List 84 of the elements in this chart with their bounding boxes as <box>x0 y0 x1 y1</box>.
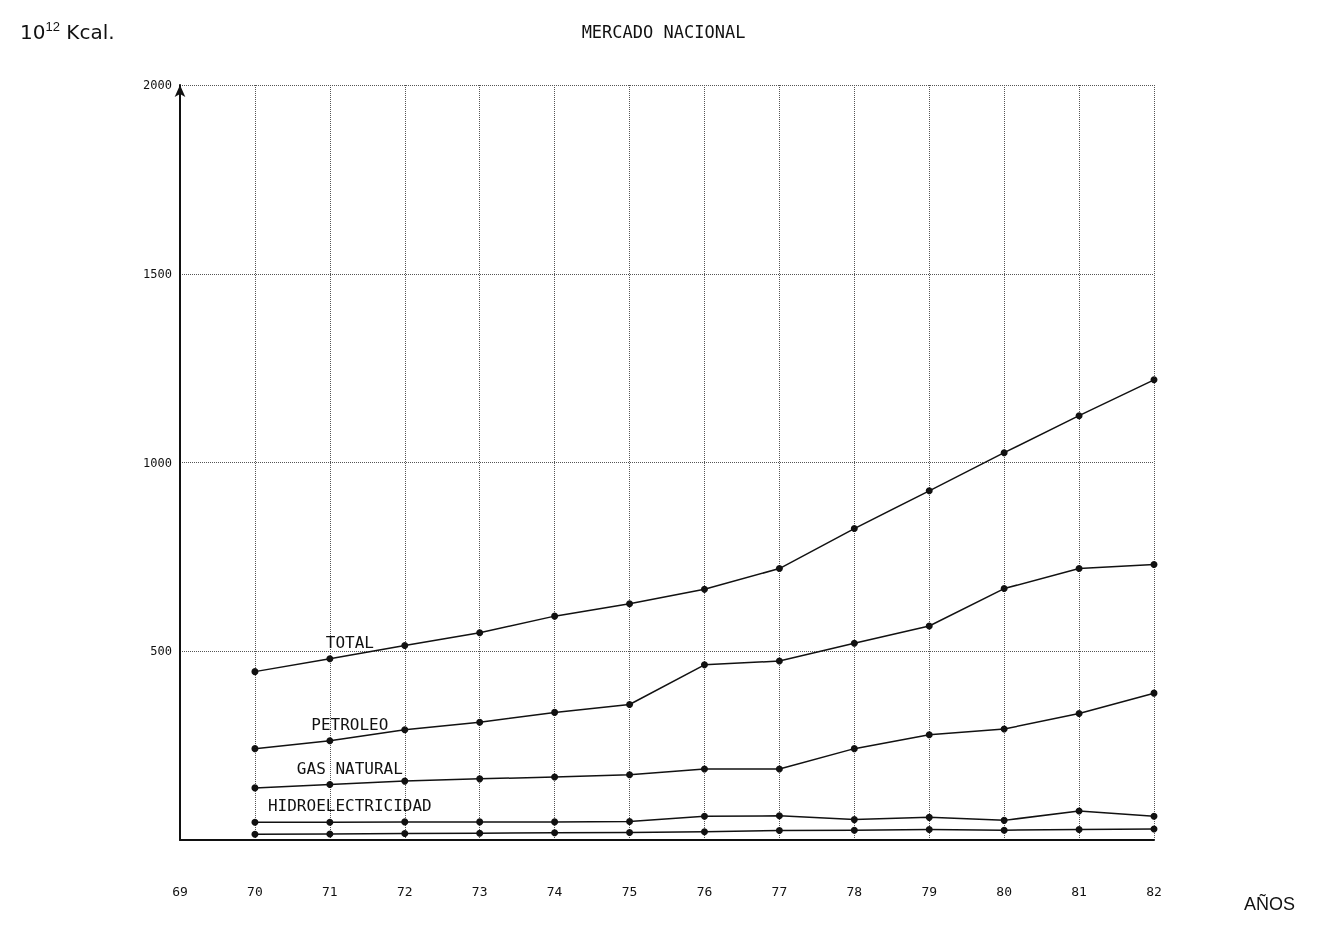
point <box>1075 825 1083 833</box>
series-label: PETROLEO <box>311 714 389 734</box>
point <box>251 818 259 826</box>
point <box>850 816 858 824</box>
point <box>775 565 783 573</box>
y-tick-label: 2000 <box>143 78 172 92</box>
point <box>775 765 783 773</box>
point <box>551 708 559 716</box>
x-tick-label: 73 <box>471 884 488 899</box>
x-tick-label: 75 <box>621 884 638 899</box>
point <box>925 731 933 739</box>
x-tick-label: 76 <box>696 884 713 899</box>
point <box>551 829 559 837</box>
point <box>476 629 484 637</box>
point <box>775 812 783 820</box>
point <box>251 668 259 676</box>
point <box>551 773 559 781</box>
point <box>700 765 708 773</box>
point <box>1000 449 1008 457</box>
point <box>326 818 334 826</box>
chart-title: MERCADO NACIONAL <box>581 21 746 42</box>
point <box>326 737 334 745</box>
point <box>476 775 484 783</box>
point <box>326 830 334 838</box>
point <box>1150 376 1158 384</box>
point <box>1150 560 1158 568</box>
point <box>401 830 409 838</box>
point <box>326 655 334 663</box>
point <box>850 745 858 753</box>
point <box>626 771 634 779</box>
point <box>251 830 259 838</box>
point <box>551 818 559 826</box>
x-tick-label: 71 <box>322 884 338 899</box>
point <box>476 829 484 837</box>
point <box>925 622 933 630</box>
point <box>401 777 409 785</box>
point <box>626 700 634 708</box>
series-label: HIDROELECTRICIDAD <box>267 796 432 816</box>
series-label: TOTAL <box>325 632 374 652</box>
point <box>775 827 783 835</box>
x-tick-label: 80 <box>996 884 1012 899</box>
point <box>1150 812 1158 820</box>
point <box>401 642 409 650</box>
point <box>251 745 259 753</box>
point <box>850 639 858 647</box>
point <box>700 828 708 836</box>
x-tick-label: 74 <box>546 884 563 899</box>
point <box>626 818 634 825</box>
point <box>850 525 858 533</box>
x-axis-title: AÑOS <box>1244 893 1296 914</box>
point <box>700 661 708 669</box>
point <box>1075 412 1083 420</box>
y-tick-label: 1500 <box>143 266 172 281</box>
x-tick-label: 82 <box>1146 884 1162 899</box>
point <box>1000 816 1008 824</box>
point <box>925 813 933 821</box>
point <box>401 818 409 826</box>
x-tick-label: 79 <box>921 884 938 899</box>
y-tick-label: 500 <box>150 644 172 659</box>
x-tick-label: 77 <box>771 884 788 899</box>
x-tick-label: 78 <box>846 884 863 899</box>
point <box>1075 710 1083 718</box>
point <box>775 657 783 665</box>
x-tick-label: 70 <box>247 884 263 899</box>
point <box>626 600 634 608</box>
point <box>850 826 858 834</box>
point <box>1075 565 1083 573</box>
point <box>925 825 933 833</box>
point <box>700 812 708 820</box>
point <box>925 487 933 495</box>
x-tick-label: 72 <box>396 884 413 899</box>
point <box>700 585 708 593</box>
point <box>1000 826 1008 834</box>
point <box>626 828 634 836</box>
point <box>551 612 559 620</box>
point <box>1000 585 1008 593</box>
point <box>401 726 409 734</box>
point <box>326 781 334 789</box>
point <box>476 818 484 826</box>
point <box>476 718 484 726</box>
series-label: GAS NATURAL <box>296 758 403 778</box>
y-tick-label: 1000 <box>143 455 172 470</box>
x-tick-label: 81 <box>1071 884 1087 899</box>
x-tick-label: 69 <box>172 884 188 899</box>
